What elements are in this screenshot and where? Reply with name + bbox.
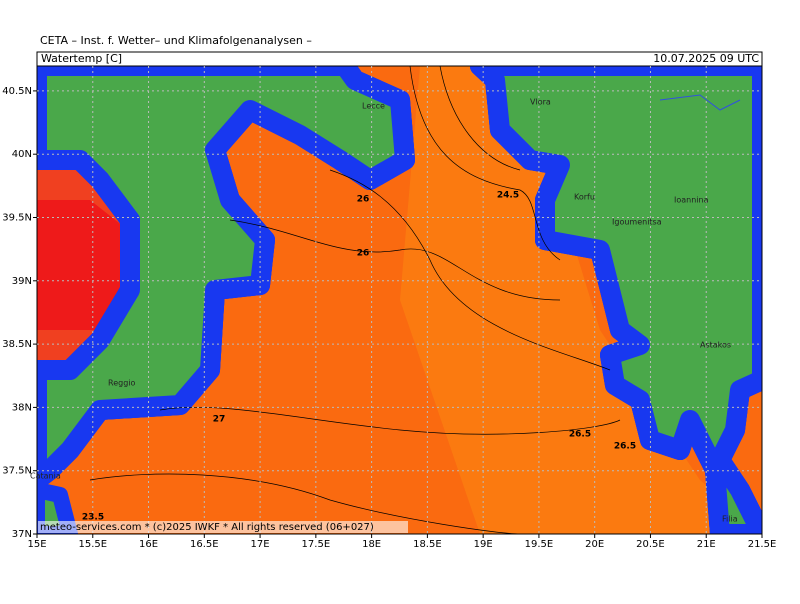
y-label: 40N — [12, 149, 32, 160]
contour-label: 23.5 — [82, 513, 104, 523]
river — [659, 94, 741, 111]
x-label: 18.5E — [413, 539, 442, 550]
contour-label: 26 — [357, 249, 370, 259]
contour-label: 26.5 — [614, 442, 636, 452]
y-label: 37N — [12, 529, 32, 540]
place-label: Astakos — [700, 341, 731, 350]
y-label: 39.5N — [2, 213, 32, 224]
contour-label: 27 — [213, 415, 226, 425]
contour-label: 26 — [357, 195, 370, 205]
place-label: Vlora — [530, 98, 551, 107]
title: CETA – Inst. f. Wetter– und Klimafolgena… — [40, 34, 312, 47]
place-label: Reggio — [108, 379, 136, 388]
place-label: Ioannina — [674, 196, 709, 205]
plot-frame — [36, 65, 763, 535]
x-label: 21E — [697, 539, 716, 550]
contours — [89, 66, 621, 534]
x-label: 18E — [362, 539, 381, 550]
datetime: 10.07.2025 09 UTC — [653, 52, 759, 65]
x-label: 17.5E — [302, 539, 331, 550]
place-label: Catania — [30, 472, 61, 481]
x-label: 17E — [251, 539, 270, 550]
x-label: 19E — [474, 539, 493, 550]
x-label: 20.5E — [636, 539, 665, 550]
x-label: 15.5E — [78, 539, 107, 550]
map-area — [37, 66, 762, 534]
sea-hot — [37, 200, 130, 330]
footer: meteo-services.com * (c)2025 IWKF * All … — [40, 522, 374, 533]
contour-label: 26.5 — [569, 430, 591, 440]
x-label: 21.5E — [748, 539, 777, 550]
place-label: Lecce — [362, 102, 385, 111]
x-label: 20E — [585, 539, 604, 550]
contour-label: 24.5 — [497, 191, 519, 201]
y-label: 39N — [12, 276, 32, 287]
x-label: 16.5E — [190, 539, 219, 550]
x-label: 19.5E — [525, 539, 554, 550]
y-label: 38.5N — [2, 339, 32, 350]
variable: Watertemp [C] — [41, 52, 122, 65]
y-label: 38N — [12, 402, 32, 413]
place-label: Filia — [722, 515, 738, 524]
footer-bg — [38, 521, 408, 533]
place-label: Korfu — [574, 193, 595, 202]
y-label: 37.5N — [2, 466, 32, 477]
x-label: 16E — [139, 539, 158, 550]
x-label: 15E — [27, 539, 46, 550]
place-label: Igoumenitsa — [612, 218, 662, 227]
y-label: 40.5N — [2, 86, 32, 97]
land — [37, 66, 762, 534]
